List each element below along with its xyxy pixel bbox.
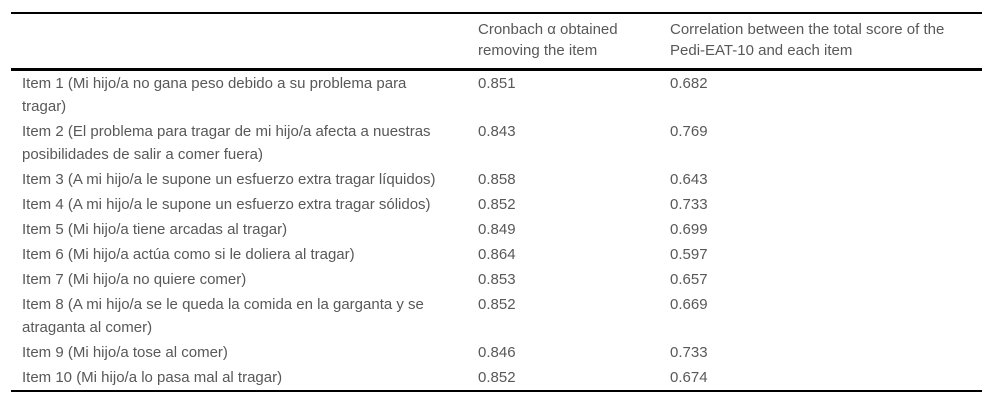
cronbach-value: 0.864 <box>478 246 516 263</box>
cronbach-value: 0.849 <box>478 221 516 238</box>
cronbach-value: 0.852 <box>478 369 516 386</box>
correlation-value: 0.643 <box>670 171 708 188</box>
results-table: Cronbach α obtained removing the item Co… <box>11 12 982 392</box>
item-label: Item 3 (A mi hijo/a le supone un esfuerz… <box>22 171 436 188</box>
cronbach-value: 0.852 <box>478 296 516 313</box>
correlation-value: 0.669 <box>670 296 708 313</box>
header-row: Cronbach α obtained removing the item Co… <box>11 13 982 70</box>
cronbach-value: 0.858 <box>478 171 516 188</box>
correlation-value: 0.657 <box>670 271 708 288</box>
correlation-value: 0.699 <box>670 221 708 238</box>
table-row: Item 1 (Mi hijo/a no gana peso debido a … <box>11 70 982 120</box>
item-label: Item 8 (A mi hijo/a se le queda la comid… <box>22 296 424 336</box>
cronbach-value: 0.853 <box>478 271 516 288</box>
item-label: Item 5 (Mi hijo/a tiene arcadas al traga… <box>22 221 288 238</box>
item-label: Item 4 (A mi hijo/a le supone un esfuerz… <box>22 196 431 213</box>
table-row: Item 2 (El problema para tragar de mi hi… <box>11 119 982 167</box>
item-label: Item 7 (Mi hijo/a no quiere comer) <box>22 271 247 288</box>
correlation-value: 0.674 <box>670 369 708 386</box>
correlation-value: 0.682 <box>670 75 708 92</box>
table-row: Item 3 (A mi hijo/a le supone un esfuerz… <box>11 167 982 192</box>
correlation-value: 0.769 <box>670 123 708 140</box>
item-label: Item 10 (Mi hijo/a lo pasa mal al tragar… <box>22 369 283 386</box>
cronbach-value: 0.846 <box>478 344 516 361</box>
cronbach-value: 0.852 <box>478 196 516 213</box>
table-row: Item 7 (Mi hijo/a no quiere comer) 0.853… <box>11 267 982 292</box>
cronbach-value: 0.851 <box>478 75 516 92</box>
correlation-value: 0.733 <box>670 344 708 361</box>
correlation-value: 0.733 <box>670 196 708 213</box>
table-row: Item 9 (Mi hijo/a tose al comer) 0.846 0… <box>11 340 982 365</box>
table-row: Item 6 (Mi hijo/a actúa como si le dolie… <box>11 242 982 267</box>
correlation-value: 0.597 <box>670 246 708 263</box>
item-label: Item 9 (Mi hijo/a tose al comer) <box>22 344 228 361</box>
results-table-container: Cronbach α obtained removing the item Co… <box>11 12 982 392</box>
item-label: Item 1 (Mi hijo/a no gana peso debido a … <box>22 75 407 115</box>
table-row: Item 5 (Mi hijo/a tiene arcadas al traga… <box>11 217 982 242</box>
item-label: Item 6 (Mi hijo/a actúa como si le dolie… <box>22 246 355 263</box>
cronbach-column-header: Cronbach α obtained removing the item <box>478 21 618 59</box>
correlation-column-header: Correlation between the total score of t… <box>670 21 945 59</box>
item-label: Item 2 (El problema para tragar de mi hi… <box>22 123 431 163</box>
table-row: Item 8 (A mi hijo/a se le queda la comid… <box>11 292 982 340</box>
item-column-header <box>11 13 478 70</box>
cronbach-value: 0.843 <box>478 123 516 140</box>
table-row: Item 10 (Mi hijo/a lo pasa mal al tragar… <box>11 365 982 391</box>
table-row: Item 4 (A mi hijo/a le supone un esfuerz… <box>11 192 982 217</box>
